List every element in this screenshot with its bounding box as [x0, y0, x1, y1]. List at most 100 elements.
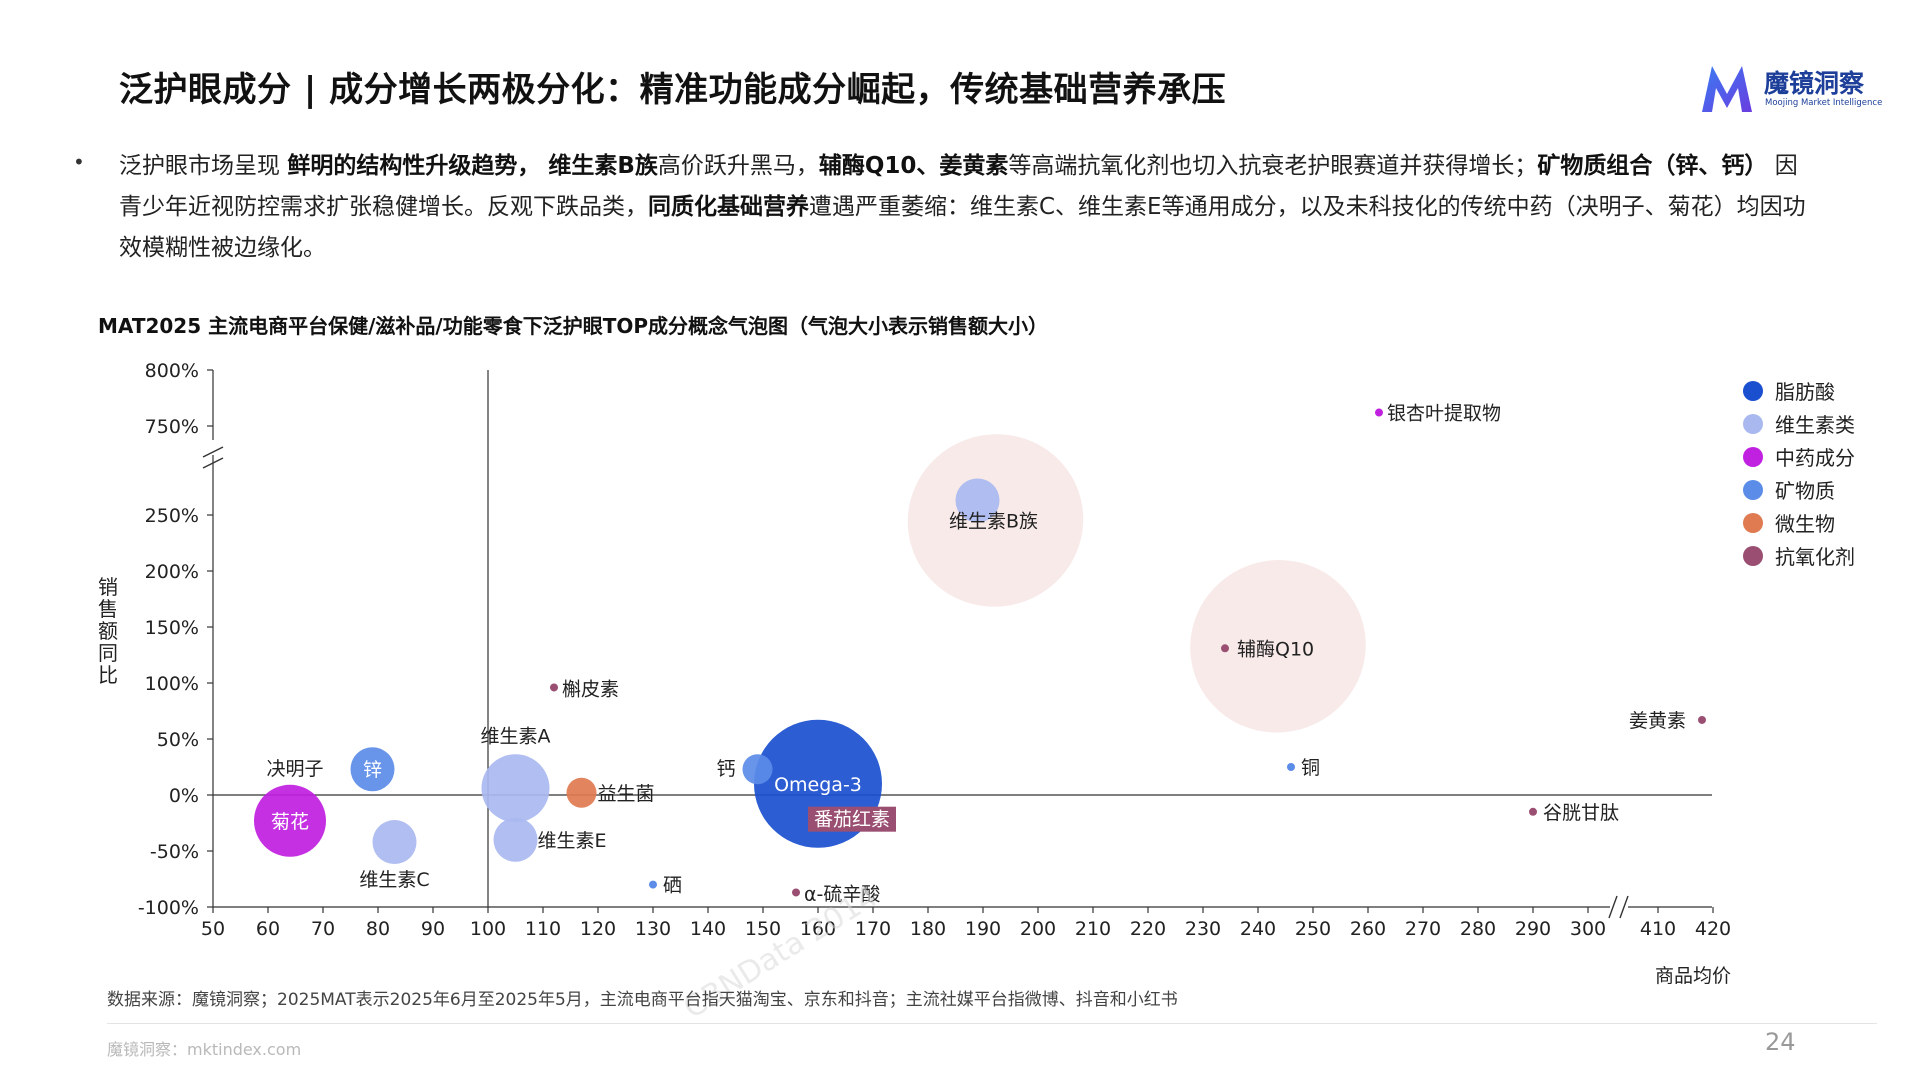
x-tick-label: 270 — [1405, 918, 1441, 940]
bubble-α-硫辛酸 — [792, 888, 800, 897]
bubble-label: 锌 — [363, 759, 382, 781]
x-tick-label: 170 — [855, 918, 891, 940]
y-tick-label: -50% — [150, 841, 199, 863]
x-tick-label: 190 — [965, 918, 1001, 940]
legend-swatch — [1743, 479, 1763, 500]
y-axis-title-char: 比 — [98, 663, 118, 687]
y-axis-title-char: 同 — [98, 641, 118, 665]
x-tick-label: 150 — [745, 918, 781, 940]
y-tick-label: -100% — [138, 897, 199, 919]
bubble-label: 益生菌 — [598, 783, 655, 805]
bubble-label: 辅酶Q10 — [1237, 638, 1314, 660]
legend-swatch — [1743, 413, 1763, 434]
legend-item: 中药成分 — [1743, 440, 1855, 473]
bullet-marker: • — [73, 150, 85, 174]
legend-label: 微生物 — [1775, 512, 1835, 536]
bubble-维生素B族 — [955, 478, 1000, 523]
bubble-label: α-硫辛酸 — [804, 883, 880, 905]
bubble-label: 槲皮素 — [562, 678, 619, 700]
bubble-label: 维生素E — [538, 830, 607, 852]
summary-segment: 泛护眼市场呈现 — [119, 153, 288, 179]
x-tick-label: 420 — [1695, 918, 1731, 940]
bubble-硒 — [649, 880, 657, 889]
x-tick-label: 140 — [690, 918, 726, 940]
x-tick-label: 110 — [525, 918, 561, 940]
label-background — [808, 806, 896, 832]
x-tick-label: 240 — [1240, 918, 1276, 940]
bubble-label: 铜 — [1301, 757, 1320, 779]
legend-item: 微生物 — [1743, 506, 1855, 539]
x-break-mark — [1608, 895, 1618, 919]
y-tick-label: 50% — [157, 729, 199, 751]
y-tick-label: 250% — [145, 505, 199, 527]
bubble-铜 — [1287, 763, 1295, 771]
y-tick-label: 200% — [145, 561, 199, 583]
legend-item: 维生素类 — [1743, 407, 1855, 440]
chart-legend: 脂肪酸维生素类中药成分矿物质微生物抗氧化剂 — [1743, 374, 1855, 572]
bubble-锌 — [350, 747, 395, 792]
y-tick-label: 750% — [145, 416, 199, 438]
x-tick-label: 90 — [421, 918, 445, 940]
bubble-辅酶Q10 — [1221, 644, 1229, 653]
bubble-谷胱甘肽 — [1529, 807, 1537, 816]
x-tick-label: 290 — [1515, 918, 1551, 940]
legend-label: 脂肪酸 — [1775, 380, 1835, 404]
bubble-维生素C — [372, 820, 417, 865]
footer-divider — [107, 1023, 1877, 1024]
summary-segment: 矿物质组合（锌、钙） — [1537, 153, 1768, 179]
highlight-ellipse — [907, 434, 1084, 607]
x-tick-label: 220 — [1130, 918, 1166, 940]
legend-label: 抗氧化剂 — [1775, 545, 1855, 569]
x-break-mark — [1619, 895, 1629, 919]
legend-item: 抗氧化剂 — [1743, 539, 1855, 572]
x-tick-label: 50 — [201, 918, 225, 940]
bubble-菊花 — [254, 784, 326, 857]
x-tick-label: 200 — [1020, 918, 1056, 940]
y-axis-title-char: 额 — [98, 619, 118, 643]
bubble-label: 菊花 — [271, 811, 309, 833]
bubble-钙 — [742, 754, 773, 785]
legend-swatch — [1743, 512, 1763, 533]
legend-item: 脂肪酸 — [1743, 374, 1855, 407]
logo-m-icon — [1702, 66, 1752, 112]
legend-swatch — [1743, 446, 1763, 467]
x-tick-label: 250 — [1295, 918, 1331, 940]
x-axis-title: 商品均价 — [1655, 965, 1731, 987]
y-tick-label: 0% — [169, 785, 199, 807]
footer-site: 魔镜洞察：mktindex.com — [107, 1040, 302, 1059]
x-tick-label: 60 — [256, 918, 280, 940]
y-tick-label: 800% — [145, 360, 199, 382]
bubble-chart: 800% 750% 250% 200% 150% 100% 50% 0% -50% -100%50… — [98, 360, 1731, 987]
page-number: 24 — [1765, 1028, 1796, 1056]
bubble-label: 姜黄素 — [1629, 710, 1686, 732]
y-tick-label: 150% — [145, 617, 199, 639]
bubble-label: 维生素C — [359, 869, 429, 891]
brand-logo: 魔镜洞察 Moojing Market Intelligence — [1698, 60, 1898, 116]
bubble-益生菌 — [566, 777, 597, 808]
bubble-label: 番茄红素 — [814, 809, 890, 831]
summary-segment: 鲜明的结构性升级趋势， 维生素B族 — [287, 153, 658, 179]
legend-label: 中药成分 — [1775, 446, 1855, 470]
x-tick-label: 280 — [1460, 918, 1496, 940]
y-axis-title-char: 售 — [98, 597, 118, 621]
x-tick-label: 410 — [1640, 918, 1676, 940]
summary-segment: 辅酶Q10、姜黄素 — [818, 153, 1009, 179]
legend-label: 矿物质 — [1775, 479, 1835, 503]
x-tick-label: 180 — [910, 918, 946, 940]
legend-item: 矿物质 — [1743, 473, 1855, 506]
bubble-维生素E — [493, 817, 538, 862]
bubble-维生素A — [481, 754, 550, 823]
summary-segment: 遭遇严重萎缩：维生素C、维生素E等通用成分，以及未科技化的传统中药（决明子、菊花… — [119, 194, 1806, 261]
bubble-label: 维生素B族 — [949, 510, 1038, 532]
bubble-银杏叶提取物 — [1375, 408, 1383, 417]
data-source-note: 数据来源：魔镜洞察；2025MAT表示2025年6月至2025年5月，主流电商平… — [107, 990, 1178, 1010]
summary-segment: 高价跃升黑马， — [657, 153, 819, 179]
bubble-label: 维生素A — [481, 725, 551, 747]
x-tick-label: 100 — [470, 918, 506, 940]
y-break-mark — [202, 457, 224, 469]
bubble-label: 银杏叶提取物 — [1387, 403, 1501, 425]
bubble-label: 决明子 — [266, 758, 323, 780]
bubble-label: 钙 — [716, 758, 735, 780]
x-tick-label: 130 — [635, 918, 671, 940]
x-tick-label: 120 — [580, 918, 616, 940]
